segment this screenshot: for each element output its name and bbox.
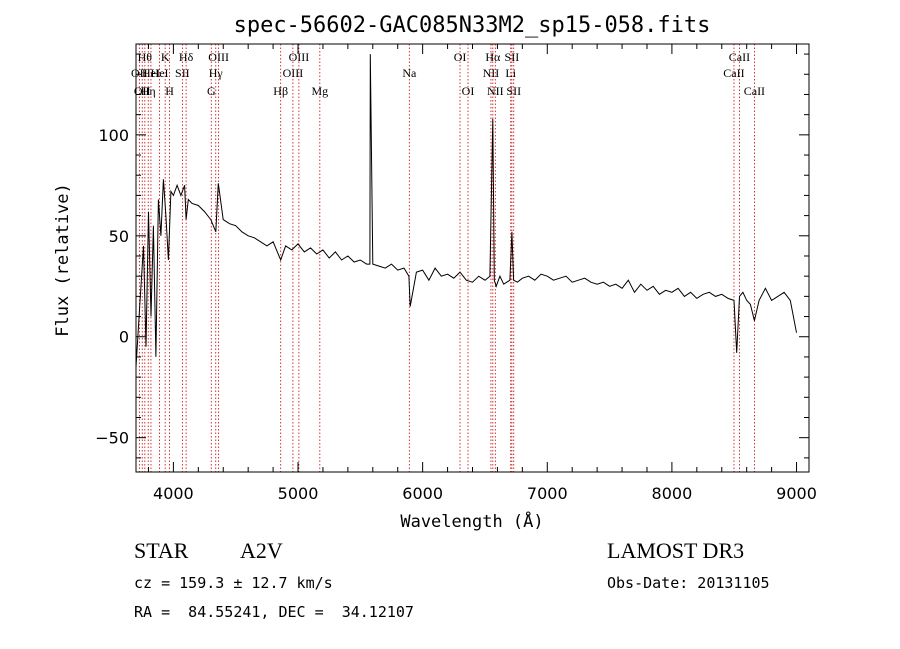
- spectral-line-label-27: CaII: [729, 50, 750, 64]
- spectral-line-label-12: OIII: [208, 50, 229, 64]
- x-axis-ticks: 4000 5000 6000 7000 8000 9000: [147, 44, 817, 503]
- spectral-line-label-23: Li: [505, 66, 516, 80]
- spectral-line-markers: [138, 44, 755, 472]
- coordinates: RA = 84.55241, DEC = 34.12107: [134, 603, 414, 621]
- spectral-line-label-8: SII: [175, 66, 190, 80]
- y-tick-label: 50: [109, 227, 129, 246]
- spectral-line-label-20: NII: [483, 66, 500, 80]
- spectral-line-label-7: H: [165, 84, 174, 98]
- spectral-line-label-13: Hβ: [273, 84, 288, 98]
- chart-title: spec-56602-GAC085N33M2_sp15-058.fits: [234, 13, 711, 38]
- spectral-line-label-11: Hγ: [209, 66, 224, 80]
- spectral-line-label-14: OIII: [283, 66, 304, 80]
- plot-frame: [135, 43, 810, 473]
- x-tick-label: 8000: [652, 484, 693, 503]
- x-tick-label: 6000: [402, 484, 443, 503]
- survey-name: LAMOST DR3: [607, 538, 745, 563]
- spectral-line-label-15: OIII: [289, 50, 310, 64]
- spectral-line-label-3: Hη: [141, 84, 156, 98]
- spectral-line-label-16: Mg: [311, 84, 328, 98]
- spectral-line-label-25: SII: [506, 84, 521, 98]
- spectral-line-labels: OIIOIIHθHηHeIHeIKHSIIHδGHγOIIIHβOIIIOIII…: [131, 50, 765, 98]
- spectral-line-label-6: K: [161, 50, 170, 64]
- spectral-line-label-9: Hδ: [179, 50, 194, 64]
- spectral-line-label-28: CaII: [744, 84, 765, 98]
- x-tick-label: 4000: [153, 484, 194, 503]
- object-class: STAR: [134, 538, 189, 563]
- spectral-line-label-10: G: [207, 84, 216, 98]
- spectrum-series-line: [135, 54, 797, 368]
- y-axis-ticks: −50 0 50 100: [95, 53, 809, 459]
- object-subclass: A2V: [240, 538, 283, 563]
- observation-date: Obs-Date: 20131105: [607, 574, 770, 592]
- spectral-line-label-4: HeI: [142, 66, 160, 80]
- spectral-line-label-24: SII: [505, 50, 520, 64]
- x-tick-label: 9000: [776, 484, 817, 503]
- spectral-line-label-18: OI: [454, 50, 467, 64]
- spectral-line-label-19: OI: [462, 84, 475, 98]
- spectral-line-label-17: Na: [402, 66, 417, 80]
- x-axis-label: Wavelength (Å): [400, 510, 543, 532]
- spectral-line-label-22: NII: [487, 84, 504, 98]
- spectral-line-label-26: CaII: [723, 66, 744, 80]
- spectral-line-label-0: OII: [131, 66, 148, 80]
- y-tick-label: −50: [95, 429, 129, 448]
- x-tick-label: 5000: [278, 484, 319, 503]
- y-tick-label: 0: [119, 328, 129, 347]
- y-tick-label: 100: [98, 126, 129, 145]
- y-axis-label: Flux (relative): [53, 183, 73, 337]
- x-tick-label: 7000: [527, 484, 568, 503]
- spectral-line-label-5: HeI: [151, 66, 169, 80]
- spectral-line-label-2: Hθ: [138, 50, 153, 64]
- spectral-line-label-21: Hα: [485, 50, 501, 64]
- redshift-velocity: cz = 159.3 ± 12.7 km/s: [134, 574, 333, 592]
